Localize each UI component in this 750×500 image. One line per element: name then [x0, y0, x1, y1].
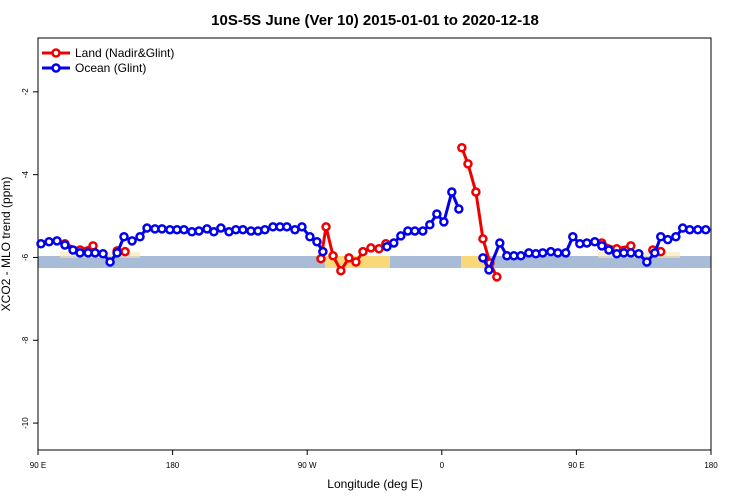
y-tick-label: -2: [21, 88, 30, 96]
x-tick-label: 180: [704, 461, 718, 470]
data-point: [471, 187, 481, 197]
data-point: [44, 236, 54, 247]
data-point: [492, 272, 502, 282]
data-point: [642, 257, 652, 267]
data-point: [671, 232, 681, 242]
y-axis-label: XCO2 - MLO trend (ppm): [0, 177, 13, 312]
data-point: [112, 248, 122, 258]
data-point: [75, 248, 85, 258]
data-point: [538, 248, 548, 258]
data-point: [318, 246, 328, 257]
data-point: [650, 248, 660, 258]
data-point: [626, 248, 636, 258]
data-point: [685, 224, 695, 235]
legend-label: Land (Nadir&Glint): [75, 46, 174, 60]
data-point: [336, 265, 346, 276]
legend-label: Ocean (Glint): [75, 61, 146, 75]
data-point: [351, 257, 361, 267]
data-point: [495, 238, 505, 248]
x-axis-label: Longitude (deg E): [327, 477, 422, 491]
data-point: [457, 142, 467, 153]
data-point: [568, 232, 578, 242]
data-point: [358, 246, 368, 257]
data-point: [561, 248, 571, 258]
data-point: [344, 253, 354, 263]
data-point: [597, 241, 607, 251]
data-point: [516, 251, 526, 261]
data-point: [454, 204, 464, 214]
data-point: [119, 232, 129, 242]
data-point: [194, 226, 204, 236]
chart-title: 10S-5S June (Ver 10) 2015-01-01 to 2020-…: [211, 12, 539, 29]
x-tick-label: 90 E: [30, 461, 46, 470]
data-point: [297, 222, 307, 232]
data-point: [590, 236, 600, 247]
data-point: [120, 246, 130, 257]
data-point: [447, 187, 457, 197]
data-point: [135, 232, 145, 242]
data-point: [238, 224, 248, 235]
data-point: [484, 265, 494, 275]
data-point: [52, 236, 62, 246]
data-point: [553, 248, 563, 258]
data-point: [127, 236, 137, 246]
data-point: [389, 238, 399, 248]
data-point: [425, 219, 435, 230]
y-tick-label: -4: [21, 171, 30, 179]
x-tick-label: 90 W: [298, 461, 317, 470]
data-point: [366, 243, 376, 253]
data-point: [179, 224, 189, 235]
data-point: [439, 217, 449, 227]
data-point: [374, 244, 384, 254]
data-point: [463, 159, 473, 169]
x-tick-label: 90 E: [568, 461, 584, 470]
y-tick-label: -10: [21, 417, 30, 429]
data-point: [604, 245, 614, 255]
data-point: [634, 248, 644, 259]
data-point: [260, 224, 270, 235]
data-point: [701, 224, 711, 235]
x-tick-label: 0: [440, 461, 445, 470]
data-point: [36, 239, 46, 249]
data-point: [105, 257, 115, 267]
data-point: [582, 238, 592, 248]
data-point: [209, 227, 219, 237]
legend-marker: [51, 48, 61, 58]
data-point: [410, 226, 420, 236]
x-tick-label: 180: [166, 461, 180, 470]
data-point: [396, 231, 406, 241]
data-point: [663, 234, 673, 245]
data-point: [478, 234, 488, 244]
data-point: [418, 226, 428, 236]
data-point: [282, 222, 292, 232]
y-tick-label: -6: [21, 253, 30, 261]
data-point: [478, 253, 488, 263]
data-point: [305, 232, 315, 242]
data-point: [328, 251, 338, 261]
data-point: [321, 222, 331, 232]
data-point: [60, 240, 70, 250]
data-point: [382, 241, 392, 252]
data-point: [432, 209, 442, 219]
legend-marker: [51, 63, 61, 73]
data-point: [98, 248, 108, 259]
data-point: [142, 223, 152, 233]
data-point: [693, 224, 703, 235]
data-point: [216, 223, 226, 233]
data-point: [157, 224, 167, 234]
y-tick-label: -8: [21, 336, 30, 344]
data-point: [90, 248, 100, 258]
data-point: [312, 236, 322, 247]
plot-frame: [37, 37, 712, 451]
